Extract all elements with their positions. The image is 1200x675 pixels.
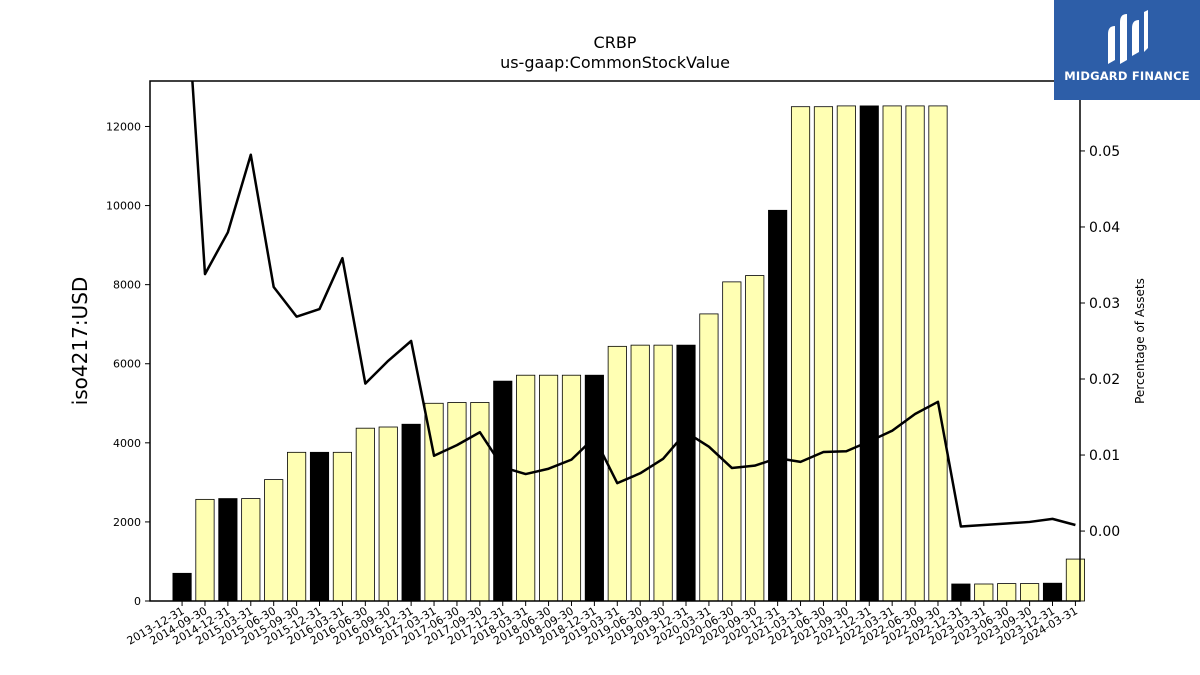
bar-2022-06-30 <box>905 105 925 602</box>
bar-2022-03-31 <box>882 105 902 602</box>
chart-subtitle: us-gaap:CommonStockValue <box>500 53 730 72</box>
bar-2016-03-31 <box>332 451 352 602</box>
bar-2023-03-31 <box>974 583 994 602</box>
bar-2021-12-31 <box>859 105 879 602</box>
logo-text: MIDGARD FINANCE <box>1064 69 1190 83</box>
bar-2020-06-30 <box>722 281 742 602</box>
bar-2014-12-31 <box>218 498 238 602</box>
bar-2020-12-31 <box>768 209 788 602</box>
logo: MIDGARD FINANCE <box>1054 0 1200 100</box>
bar-2014-09-30 <box>195 498 215 602</box>
y2-axis-label: Percentage of Assets <box>1133 278 1147 404</box>
bar-2015-03-31 <box>241 498 261 602</box>
bar-2023-06-30 <box>997 583 1017 602</box>
bar-2019-09-30 <box>653 344 673 602</box>
y2-tick-label: 0.00 <box>1089 524 1120 540</box>
y2-tick-label: 0.05 <box>1089 144 1120 160</box>
y-tick-label: 10000 <box>106 200 141 213</box>
y-tick-label: 8000 <box>113 279 141 292</box>
bar-2017-12-31 <box>493 380 513 602</box>
y2-tick-label: 0.01 <box>1089 448 1120 464</box>
bar-2021-06-30 <box>813 106 834 602</box>
y2-tick-label: 0.02 <box>1089 372 1120 388</box>
bar-2022-12-31 <box>951 583 971 602</box>
bar-2020-03-31 <box>699 313 719 602</box>
percentage-of-assets-line <box>191 81 1076 528</box>
bar-2018-09-30 <box>561 374 582 602</box>
logo-mark-icon <box>1108 10 1148 64</box>
y-tick-label: 0 <box>134 595 141 608</box>
bar-2017-06-30 <box>447 402 467 602</box>
bar-2018-06-30 <box>539 374 559 602</box>
bar-2022-09-30 <box>928 105 948 602</box>
bar-2016-06-30 <box>355 427 375 602</box>
bar-2021-09-30 <box>836 105 856 602</box>
bar-2015-09-30 <box>287 451 307 602</box>
bar-2021-03-31 <box>790 106 811 602</box>
bar-2019-03-31 <box>607 345 627 602</box>
y-tick-label: 6000 <box>113 358 141 371</box>
bar-2019-12-31 <box>676 344 696 602</box>
bar-2018-12-31 <box>584 374 604 602</box>
bar-2018-03-31 <box>516 374 536 602</box>
y2-tick-label: 0.03 <box>1089 296 1120 312</box>
y-tick-label: 2000 <box>113 516 141 529</box>
line-series <box>191 81 1076 528</box>
y2-tick-label: 0.04 <box>1089 220 1120 236</box>
bar-2016-09-30 <box>378 426 398 602</box>
bar-2023-09-30 <box>1020 583 1040 602</box>
bar-2017-03-31 <box>424 402 444 602</box>
y-tick-label: 12000 <box>106 120 141 133</box>
bar-2023-12-31 <box>1042 582 1063 602</box>
bar-2013-12-31 <box>172 572 192 602</box>
bar-2015-12-31 <box>309 451 330 602</box>
bar-series <box>172 105 1085 602</box>
bar-2015-06-30 <box>264 479 284 602</box>
chart-title: CRBP <box>594 33 637 52</box>
bar-2024-03-31 <box>1065 558 1085 602</box>
plot-frame <box>149 80 1081 602</box>
y-tick-label: 4000 <box>113 437 141 450</box>
y-axis-label: iso4217:USD <box>68 277 92 406</box>
bar-2020-09-30 <box>745 275 765 602</box>
bar-2016-12-31 <box>401 423 421 602</box>
